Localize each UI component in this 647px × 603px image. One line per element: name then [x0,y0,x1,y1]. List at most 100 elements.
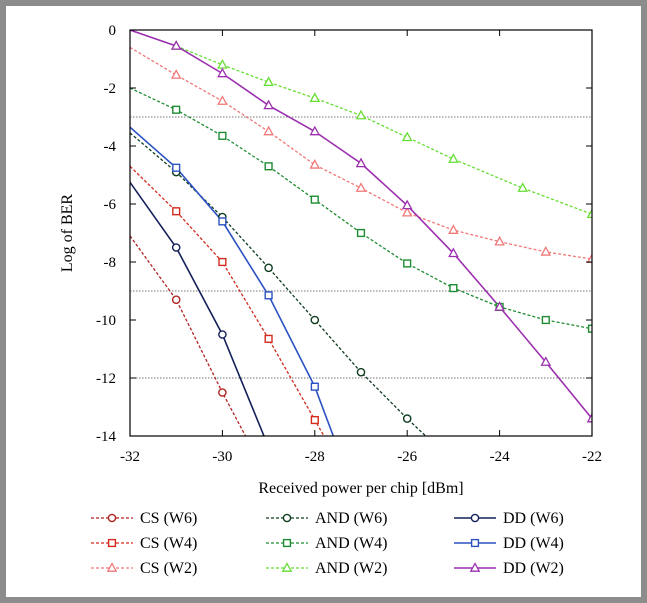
legend-marker-and-w2 [281,562,293,572]
legend-label-cs-w2: CS (W2) [140,560,197,577]
data-point-dd-w6-1 [171,243,181,252]
y-tick-label-1: -2 [104,81,117,97]
ber-chart: -32 -30 -28 -26 -24 -22 0 -2 -4 -6 -8 -10 -12 -14 Rece… [59,23,602,577]
legend-item-cs-w4: CS (W4) [91,535,197,552]
legend-marker-cs-w6 [107,513,117,523]
data-point-cs-w4-3 [264,334,273,343]
y-tick-label-5: -10 [96,313,116,329]
x-tick-label-5: -22 [582,449,602,465]
x-tick-label-0: -32 [120,449,140,465]
data-point-cs-w2-1 [170,69,182,79]
legend-item-and-w6: AND (W6) [266,510,387,527]
data-layer [130,30,592,436]
legend-item-and-w4: AND (W4) [266,535,387,552]
data-point-dd-w4-3 [264,291,273,300]
data-point-cs-w6-1 [171,295,181,305]
data-point-dd-w2-8 [494,301,505,311]
legend-marker-and-w6 [282,513,292,523]
legend-item-dd-w6: DD (W6) [454,510,564,527]
legend-label-and-w2: AND (W2) [315,560,387,577]
data-point-dd-w4-2 [218,217,227,226]
x-tick-label-3: -26 [397,449,417,465]
data-point-cs-w2-4 [309,158,321,169]
x-axis-title: Received power per chip [dBm] [258,480,463,497]
legend-label-and-w4: AND (W4) [315,535,387,552]
chart-panel: -32 -30 -28 -26 -24 -22 0 -2 -4 -6 -8 -10 -12 -14 Rece… [6,6,641,597]
legend-marker-and-w4 [282,538,292,548]
data-point-and-w4-2 [218,131,227,140]
data-point-cs-w2-9 [540,245,552,256]
data-point-cs-w2-3 [263,125,274,136]
data-point-cs-w2-2 [217,95,228,105]
legend-label-cs-w4: CS (W4) [140,535,197,552]
x-tick-label-2: -28 [305,449,325,465]
data-point-and-w4-4 [310,195,319,204]
data-point-cs-w4-1 [172,207,181,216]
series-line-dd-w4 [130,126,335,436]
legend-item-dd-w4: DD (W4) [454,535,564,552]
series-line-and-w2 [175,45,592,215]
data-point-dd-w2-4 [309,125,321,136]
series-line-and-w6 [130,132,427,436]
x-tick-label-4: -24 [490,449,510,465]
legend-label-dd-w4: DD (W4) [503,535,564,552]
data-point-dd-w2-10 [586,412,592,423]
legend-item-dd-w2: DD (W2) [454,560,564,577]
data-point-cs-w4-2 [218,257,227,267]
data-point-and-w4-3 [264,162,273,171]
series-line-cs-w6 [130,235,247,436]
data-point-and-w6-6 [402,414,412,423]
data-point-cs-w2-8 [494,235,505,246]
x-tick-label-1: -30 [212,449,232,465]
legend-label-dd-w2: DD (W2) [503,560,564,577]
data-point-dd-w4-4 [310,382,319,391]
data-point-and-w2-5 [401,131,413,142]
y-tick-label-7: -14 [96,429,116,445]
y-tick-label-6: -12 [96,371,116,387]
legend-marker-dd-w6 [470,513,480,523]
data-point-dd-w2-3 [263,99,274,110]
legend-marker-cs-w2 [106,562,118,572]
data-point-and-w2-3 [309,92,321,102]
y-tick-label-0: 0 [109,23,117,39]
legend-item-cs-w6: CS (W6) [91,510,197,527]
data-point-dd-w2-7 [448,247,459,258]
series-line-cs-w2 [130,46,592,260]
data-point-and-w2-2 [263,76,274,87]
legend-label-dd-w6: DD (W6) [503,510,564,527]
data-point-dd-w2-6 [401,199,413,210]
data-point-and-w4-5 [356,228,366,238]
data-point-dd-w2-2 [217,67,228,78]
legend-marker-dd-w4 [470,538,480,548]
y-tick-label-3: -6 [104,197,117,213]
data-point-dd-w4-1 [172,163,181,172]
legend-marker-cs-w4 [107,538,117,548]
data-point-cs-w2-5 [355,182,367,192]
legend-label-and-w6: AND (W6) [315,510,387,527]
data-point-cs-w2-6 [401,206,413,217]
data-point-and-w4-1 [172,105,181,114]
legend-marker-dd-w2 [469,562,481,572]
plot-frame [129,29,593,437]
data-point-dd-w2-1 [170,40,182,50]
data-point-cs-w4-4 [310,415,319,425]
data-point-and-w4-7 [449,284,458,293]
y-axis-title: Log of BER [59,194,76,273]
y-tick-label-4: -8 [104,255,117,271]
data-point-and-w6-4 [310,315,320,325]
data-point-dd-w6-2 [218,330,227,339]
legend-label-cs-w6: CS (W6) [140,510,197,527]
data-point-dd-w2-5 [355,157,367,168]
data-point-dd-w2-9 [540,356,552,366]
data-point-and-w2-8 [586,208,592,219]
legend-item-cs-w2: CS (W2) [91,560,197,577]
series-line-and-w4 [130,87,592,330]
data-point-and-w2-4 [355,109,367,120]
y-tick-label-2: -4 [104,139,117,155]
data-point-and-w4-6 [403,259,412,268]
data-point-and-w2-6 [448,153,459,163]
data-point-cs-w2-10 [586,253,592,263]
legend-item-and-w2: AND (W2) [266,560,387,577]
data-point-and-w6-3 [264,263,273,273]
